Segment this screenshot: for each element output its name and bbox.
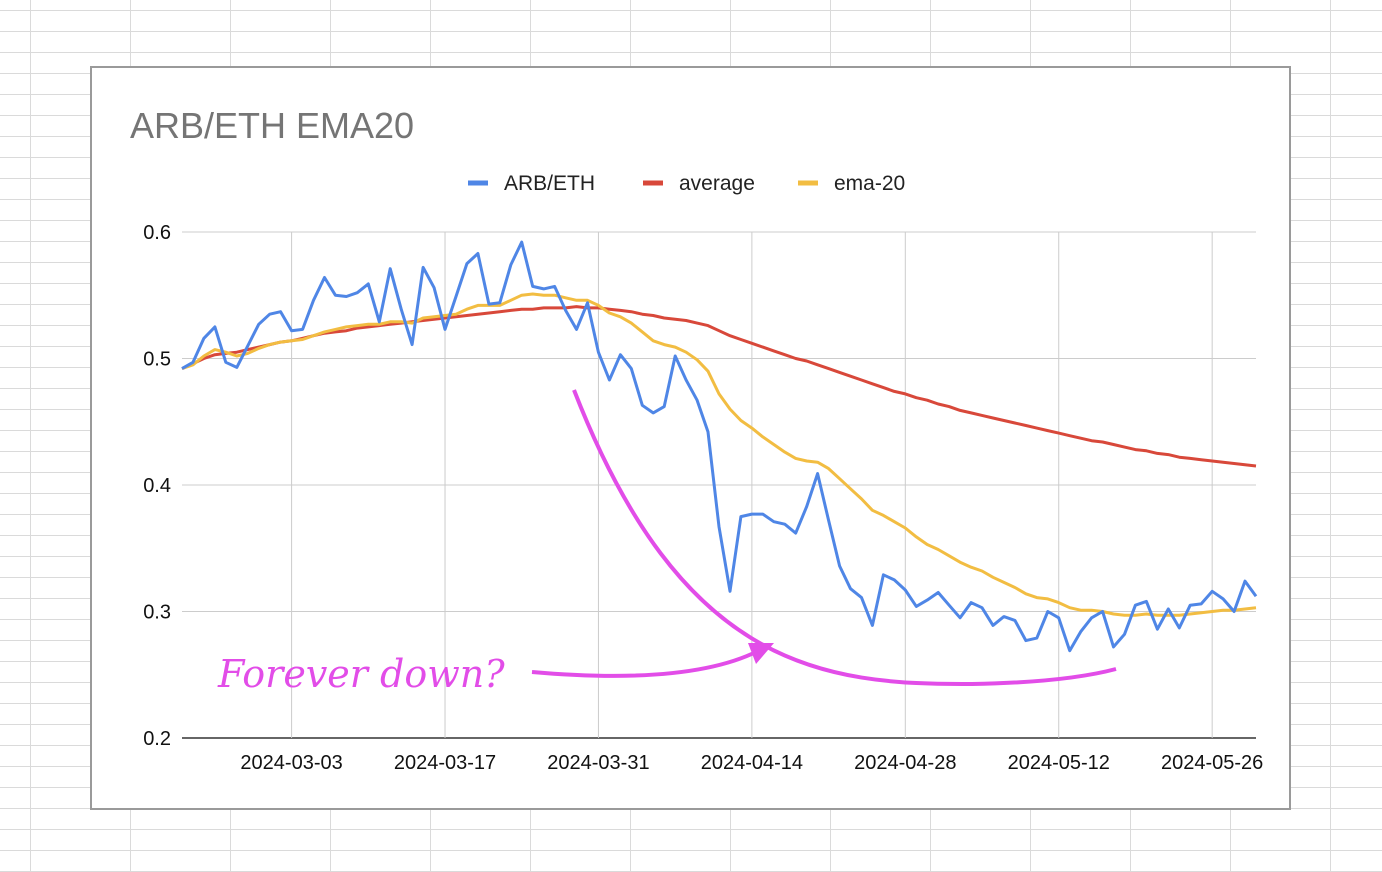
- y-tick-label: 0.2: [143, 728, 171, 750]
- x-tick-label: 2024-05-12: [1008, 752, 1110, 774]
- series-line-ema-20[interactable]: [181, 292, 1257, 617]
- line-chart: ARB/ETH EMA20 ARB/ETH average ema-20 0.2…: [130, 105, 1263, 774]
- y-axis: 0.2 0.3 0.4 0.5 0.6: [143, 222, 171, 750]
- gridlines: [182, 231, 1256, 739]
- legend-item-average[interactable]: average: [643, 172, 755, 195]
- series-line-arb-eth[interactable]: [181, 240, 1258, 653]
- legend-label: average: [679, 172, 755, 195]
- legend: ARB/ETH average ema-20: [468, 172, 905, 195]
- annotation-curve: [572, 389, 1117, 687]
- series-lines: [181, 240, 1258, 653]
- x-tick-label: 2024-04-14: [701, 752, 803, 774]
- legend-label: ARB/ETH: [504, 172, 595, 195]
- x-tick-label: 2024-04-28: [854, 752, 956, 774]
- annotation: Forever down?: [217, 389, 1117, 696]
- x-tick-label: 2024-03-03: [240, 752, 342, 774]
- x-tick-label: 2024-05-26: [1161, 752, 1263, 774]
- series-line-average[interactable]: [181, 305, 1257, 468]
- arrowhead-icon: [748, 643, 774, 664]
- y-tick-label: 0.4: [143, 475, 171, 497]
- chart-title: ARB/ETH EMA20: [130, 105, 414, 146]
- legend-item-ema-20[interactable]: ema-20: [798, 172, 905, 195]
- annotation-arrow: [531, 649, 759, 678]
- x-tick-label: 2024-03-17: [394, 752, 496, 774]
- y-tick-label: 0.5: [143, 349, 171, 371]
- legend-label: ema-20: [834, 172, 905, 195]
- annotation-text: Forever down?: [217, 652, 505, 696]
- y-tick-label: 0.3: [143, 602, 171, 624]
- chart-card: ARB/ETH EMA20 ARB/ETH average ema-20 0.2…: [90, 66, 1291, 810]
- x-axis: 2024-03-03 2024-03-17 2024-03-31 2024-04-14…: [240, 752, 1263, 774]
- legend-item-arb-eth[interactable]: ARB/ETH: [468, 172, 595, 195]
- x-tick-label: 2024-03-31: [547, 752, 649, 774]
- y-tick-label: 0.6: [143, 222, 171, 244]
